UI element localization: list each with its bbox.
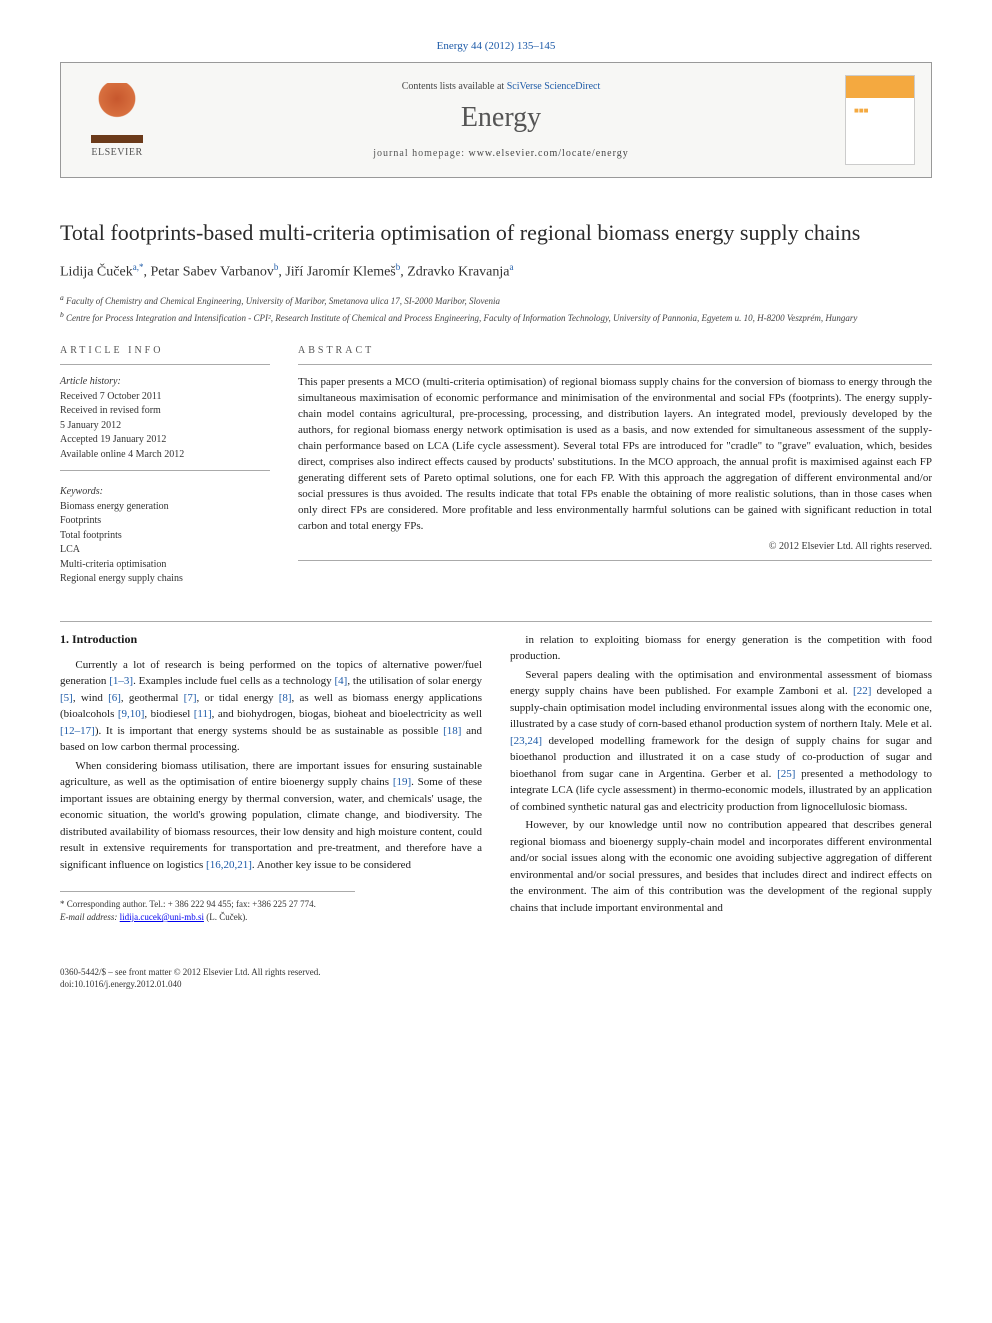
header-center: Contents lists available at SciVerse Sci…	[157, 81, 845, 159]
journal-cover-thumbnail	[845, 75, 915, 165]
history-line: Available online 4 March 2012	[60, 448, 270, 463]
homepage-url[interactable]: www.elsevier.com/locate/energy	[468, 148, 628, 159]
author-name: Lidija Čuček	[60, 264, 133, 279]
corr-suffix: (L. Čuček).	[206, 912, 247, 922]
sciencedirect-link[interactable]: SciVerse ScienceDirect	[507, 81, 601, 92]
author-affil-mark: b	[274, 262, 279, 272]
abstract-heading: ABSTRACT	[298, 345, 932, 356]
corresponding-author-note: * Corresponding author. Tel.: + 386 222 …	[60, 891, 355, 923]
body-column-right: in relation to exploiting biomass for en…	[510, 632, 932, 991]
keywords-block: Keywords: Biomass energy generationFootp…	[60, 485, 270, 587]
body-paragraph: Currently a lot of research is being per…	[60, 657, 482, 756]
email-label: E-mail address:	[60, 912, 120, 922]
author-affil-mark: a,*	[133, 262, 144, 272]
keyword-line: LCA	[60, 543, 270, 558]
keyword-line: Total footprints	[60, 529, 270, 544]
citation-line: Energy 44 (2012) 135–145	[60, 40, 932, 52]
history-label: Article history:	[60, 375, 270, 390]
divider	[60, 470, 270, 471]
divider	[60, 364, 270, 365]
abstract-text: This paper presents a MCO (multi-criteri…	[298, 375, 932, 534]
history-line: Received in revised form	[60, 404, 270, 419]
affiliation-line: b Centre for Process Integration and Int…	[60, 309, 932, 326]
keyword-line: Biomass energy generation	[60, 500, 270, 515]
divider	[298, 560, 932, 561]
article-info-heading: ARTICLE INFO	[60, 345, 270, 356]
front-matter-line: 0360-5442/$ – see front matter © 2012 El…	[60, 966, 482, 979]
journal-header-band: ELSEVIER Contents lists available at Sci…	[60, 62, 932, 178]
homepage-line: journal homepage: www.elsevier.com/locat…	[157, 148, 845, 159]
article-info-column: ARTICLE INFO Article history: Received 7…	[60, 345, 270, 587]
author-name: Petar Sabev Varbanov	[150, 264, 273, 279]
corr-line-2: E-mail address: lidija.cucek@uni-mb.si (…	[60, 911, 355, 924]
corr-line-1: * Corresponding author. Tel.: + 386 222 …	[60, 898, 355, 911]
affiliation-line: a Faculty of Chemistry and Chemical Engi…	[60, 292, 932, 309]
publisher-logo: ELSEVIER	[77, 83, 157, 158]
keywords-label: Keywords:	[60, 485, 270, 500]
contents-lists-line: Contents lists available at SciVerse Sci…	[157, 81, 845, 92]
contents-prefix: Contents lists available at	[402, 81, 507, 92]
homepage-prefix: journal homepage:	[373, 148, 468, 159]
abstract-column: ABSTRACT This paper presents a MCO (mult…	[298, 345, 932, 587]
history-line: Accepted 19 January 2012	[60, 433, 270, 448]
divider	[298, 364, 932, 365]
article-title: Total footprints-based multi-criteria op…	[60, 218, 932, 248]
history-line: Received 7 October 2011	[60, 390, 270, 405]
keyword-line: Footprints	[60, 514, 270, 529]
authors-line: Lidija Čučeka,*, Petar Sabev Varbanovb, …	[60, 262, 932, 281]
publisher-name: ELSEVIER	[91, 147, 142, 158]
body-column-left: 1. Introduction Currently a lot of resea…	[60, 632, 482, 991]
section-heading: 1. Introduction	[60, 632, 482, 647]
history-line: 5 January 2012	[60, 419, 270, 434]
info-abstract-row: ARTICLE INFO Article history: Received 7…	[60, 345, 932, 587]
body-paragraph: Several papers dealing with the optimisa…	[510, 667, 932, 816]
body-two-column: 1. Introduction Currently a lot of resea…	[60, 632, 932, 991]
elsevier-tree-icon	[91, 83, 143, 143]
author-name: Jiří Jaromír Klemeš	[285, 264, 395, 279]
body-paragraph: When considering biomass utilisation, th…	[60, 758, 482, 874]
keyword-line: Multi-criteria optimisation	[60, 558, 270, 573]
keyword-line: Regional energy supply chains	[60, 572, 270, 587]
author-affil-mark: b	[396, 262, 401, 272]
abstract-copyright: © 2012 Elsevier Ltd. All rights reserved…	[298, 541, 932, 552]
divider	[60, 621, 932, 622]
journal-name: Energy	[157, 102, 845, 134]
body-paragraph: However, by our knowledge until now no c…	[510, 817, 932, 916]
corr-email-link[interactable]: lidija.cucek@uni-mb.si	[120, 912, 204, 922]
article-history: Article history: Received 7 October 2011…	[60, 375, 270, 462]
author-affil-mark: a	[509, 262, 513, 272]
doi-line: doi:10.1016/j.energy.2012.01.040	[60, 978, 482, 991]
author-name: Zdravko Kravanja	[407, 264, 509, 279]
affiliations: a Faculty of Chemistry and Chemical Engi…	[60, 292, 932, 325]
body-paragraph: in relation to exploiting biomass for en…	[510, 632, 932, 665]
footer-block: 0360-5442/$ – see front matter © 2012 El…	[60, 952, 482, 991]
